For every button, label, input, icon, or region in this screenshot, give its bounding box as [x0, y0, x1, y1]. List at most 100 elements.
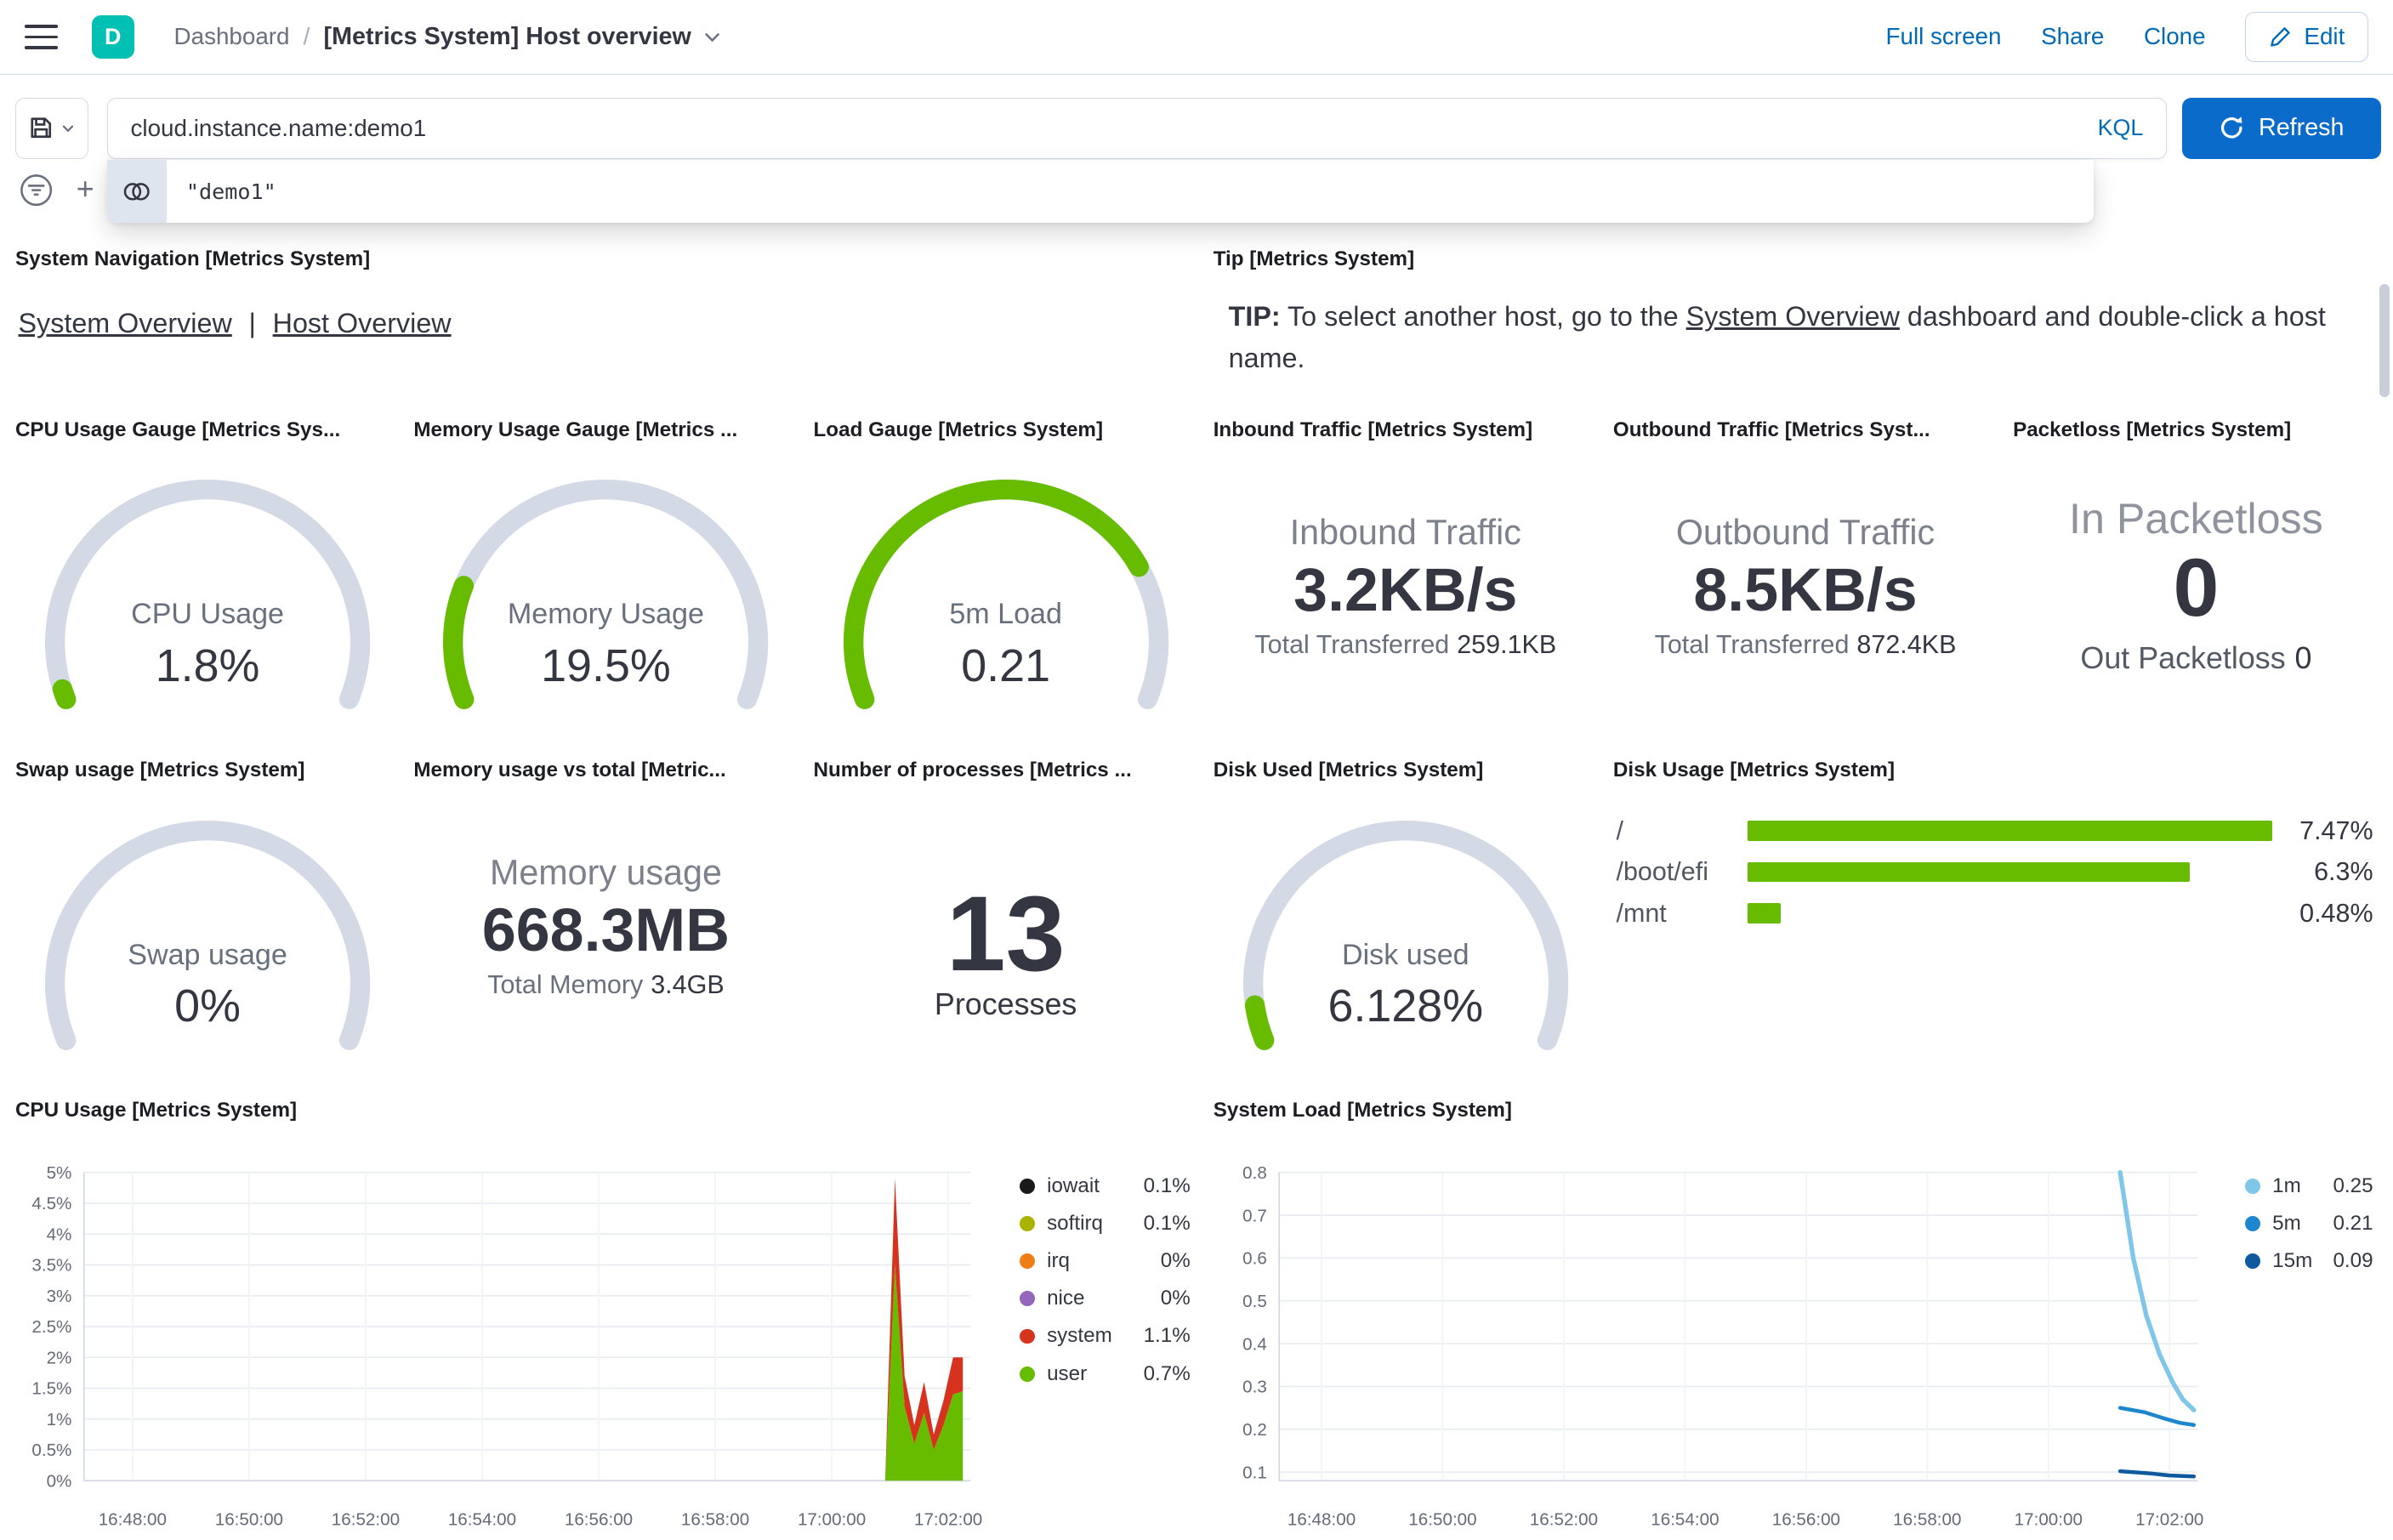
svg-text:16:56:00: 16:56:00 [565, 1509, 633, 1529]
svg-text:16:52:00: 16:52:00 [1530, 1509, 1598, 1529]
legend-item[interactable]: user 0.7% [1019, 1355, 1191, 1393]
panel-title[interactable]: Outbound Traffic [Metrics Syst... [1612, 418, 1930, 441]
disk-mount-label: /mnt [1616, 898, 1667, 928]
dashboard-title[interactable]: [Metrics System] Host overview [324, 23, 724, 51]
gauge-arc [843, 480, 1168, 710]
legend-color-dot [1019, 1253, 1035, 1270]
panel-system-navigation: System Navigation [Metrics System] Syste… [14, 244, 1191, 397]
panel-title[interactable]: CPU Usage [Metrics System] [14, 1099, 298, 1122]
panel-title[interactable]: Load Gauge [Metrics System] [813, 418, 1104, 441]
legend-color-dot [1019, 1178, 1035, 1194]
memory-usage-gauge: Memory Usage 19.5% [413, 449, 798, 764]
legend-series-value: 0% [1160, 1287, 1191, 1310]
svg-text:3.5%: 3.5% [31, 1255, 71, 1275]
breadcrumb: Dashboard / [Metrics System] Host overvi… [174, 23, 724, 51]
legend-item[interactable]: system 1.1% [1019, 1317, 1191, 1355]
disk-bar [1747, 861, 2191, 883]
refresh-icon [2221, 116, 2242, 139]
panel-title[interactable]: Inbound Traffic [Metrics System] [1213, 418, 1533, 441]
panel-title[interactable]: Memory usage vs total [Metric... [413, 758, 726, 781]
gauge-value: 19.5% [541, 639, 671, 691]
legend-color-dot [1019, 1328, 1035, 1344]
disk-usage-value: 6.3% [2314, 857, 2373, 887]
metric-label: Outbound Traffic [1675, 512, 1935, 552]
cpu-usage-gauge: CPU Usage 1.8% [15, 449, 400, 764]
panel-title[interactable]: CPU Usage Gauge [Metrics Sys... [14, 418, 341, 441]
legend-color-dot [1019, 1291, 1035, 1307]
deployment-logo[interactable]: D [91, 15, 134, 59]
processes-label: Processes [934, 987, 1077, 1022]
legend-item[interactable]: 15m 0.09 [2244, 1242, 2373, 1280]
panel-title[interactable]: Disk Used [Metrics System] [1213, 758, 1484, 781]
system-overview-link[interactable]: System Overview [18, 308, 232, 339]
metric-value: 8.5KB/s [1693, 556, 1918, 625]
filter-icon[interactable] [19, 173, 54, 207]
legend-item[interactable]: 5m 0.21 [2244, 1205, 2373, 1242]
disk-usage-value: 0.48% [2299, 898, 2373, 928]
legend-series-name: nice [1047, 1287, 1085, 1310]
panel-memory-usage-gauge: Memory Usage Gauge [Metrics ... Memory U… [413, 415, 799, 760]
panel-title[interactable]: Tip [Metrics System] [1213, 247, 1415, 270]
add-filter-button[interactable]: + [76, 172, 94, 207]
svg-text:16:48:00: 16:48:00 [99, 1509, 167, 1529]
host-overview-link[interactable]: Host Overview [272, 308, 452, 339]
panel-title[interactable]: Number of processes [Metrics ... [813, 758, 1132, 781]
value-token-icon [106, 160, 167, 223]
panel-inbound-traffic: Inbound Traffic [Metrics System] Inbound… [1213, 415, 1598, 760]
refresh-button[interactable]: Refresh [2182, 97, 2381, 159]
legend-series-name: user [1047, 1361, 1088, 1385]
svg-text:0.4: 0.4 [1242, 1334, 1267, 1354]
tip-text: TIP: To select another host, go to the S… [1229, 296, 2350, 380]
legend-item[interactable]: irq 0% [1019, 1242, 1191, 1280]
metric-value: 668.3MB [481, 896, 730, 965]
svg-text:0.3: 0.3 [1242, 1377, 1267, 1396]
chevron-down-icon [705, 33, 720, 43]
panel-title[interactable]: Swap usage [Metrics System] [14, 758, 305, 781]
system-load-chart-svg: 0.1 0.2 0.3 0.4 0.5 0.6 0.7 0.8 16:48:00 16:50:00… [1242, 1162, 2203, 1529]
panel-title[interactable]: Memory Usage Gauge [Metrics ... [413, 418, 738, 441]
gauge-value: 0% [174, 980, 241, 1032]
svg-text:16:52:00: 16:52:00 [332, 1509, 400, 1529]
metric-subtext: Total Transferred 259.1KB [1214, 630, 1598, 660]
panel-title[interactable]: Disk Usage [Metrics System] [1612, 758, 1896, 781]
svg-text:2.5%: 2.5% [31, 1317, 71, 1337]
gauge-arc [1242, 820, 1568, 1050]
edit-button[interactable]: Edit [2245, 11, 2369, 62]
svg-text:16:58:00: 16:58:00 [1893, 1509, 1961, 1529]
panel-title[interactable]: System Load [Metrics System] [1213, 1099, 1512, 1122]
legend-series-name: 15m [2272, 1249, 2313, 1273]
legend-color-dot [2244, 1253, 2260, 1270]
page-scrollbar[interactable] [2379, 283, 2390, 397]
svg-text:1.5%: 1.5% [31, 1378, 71, 1398]
clone-link[interactable]: Clone [2143, 23, 2206, 50]
legend-series-name: 1m [2272, 1173, 2301, 1197]
disk-bar-track [1747, 903, 2272, 923]
svg-text:0.8: 0.8 [1242, 1162, 1267, 1182]
legend-item[interactable]: softirq 0.1% [1019, 1205, 1191, 1242]
legend-item[interactable]: nice 0% [1019, 1280, 1191, 1317]
svg-text:0.1: 0.1 [1242, 1463, 1267, 1482]
share-link[interactable]: Share [2041, 23, 2105, 50]
metric-label: Inbound Traffic [1289, 512, 1521, 552]
kql-language-button[interactable]: KQL [2095, 115, 2146, 141]
gauge-value: 1.8% [155, 639, 260, 691]
full-screen-link[interactable]: Full screen [1885, 23, 2002, 50]
panel-title[interactable]: Packetloss [Metrics System] [2013, 418, 2292, 441]
saved-query-menu-button[interactable] [14, 97, 89, 159]
packetloss-out: Out Packetloss 0 [2013, 641, 2379, 676]
panel-title[interactable]: System Navigation [Metrics System] [14, 247, 371, 270]
breadcrumb-dashboard[interactable]: Dashboard [173, 23, 290, 50]
disk-usage-row: / 7.47% [1616, 810, 2373, 851]
disk-usage-row: /mnt 0.48% [1616, 893, 2373, 934]
metric-subtext: Total Memory 3.4GB [413, 970, 798, 1000]
legend-item[interactable]: iowait 0.1% [1019, 1168, 1191, 1205]
query-input[interactable] [127, 112, 2095, 144]
menu-button[interactable] [24, 25, 59, 49]
edit-button-label: Edit [2304, 23, 2345, 50]
suggestion-item[interactable]: "demo1" [106, 160, 2095, 223]
svg-text:17:00:00: 17:00:00 [798, 1509, 866, 1529]
legend-color-dot [2244, 1216, 2260, 1232]
tip-system-overview-link[interactable]: System Overview [1685, 301, 1900, 332]
legend-series-name: irq [1047, 1249, 1070, 1273]
legend-item[interactable]: 1m 0.25 [2244, 1168, 2373, 1205]
